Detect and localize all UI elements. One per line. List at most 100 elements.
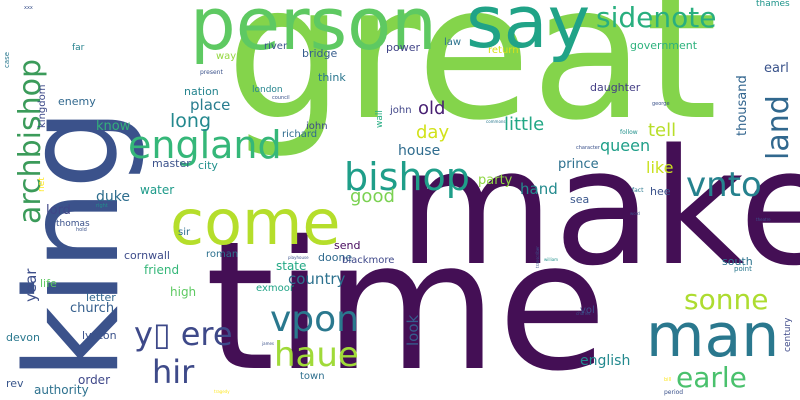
word-town: town xyxy=(300,371,325,382)
word-country: country xyxy=(288,270,346,288)
word-haue: haue xyxy=(274,335,359,375)
word-william: william xyxy=(544,257,559,262)
word-great: great xyxy=(226,0,718,161)
word-george: george xyxy=(652,101,670,107)
word-character: character xyxy=(576,145,600,151)
word-sidenote: sidenote xyxy=(596,1,717,34)
word-church: church xyxy=(70,301,115,316)
word-man: man xyxy=(646,301,780,371)
word-make: make xyxy=(398,114,800,301)
word-xxx: xxx xyxy=(24,5,33,11)
word-james: james xyxy=(262,341,275,346)
word-blackmore: blackmore xyxy=(342,255,395,266)
word-water: water xyxy=(140,183,175,197)
word-order: order xyxy=(78,373,110,387)
word-state: state xyxy=(276,259,307,273)
word-wall: wall xyxy=(375,110,385,128)
word-time: time xyxy=(205,203,608,400)
word-person: person xyxy=(190,0,437,66)
word-vol: vol xyxy=(580,305,595,316)
word-right: right xyxy=(96,203,108,209)
word-old: old xyxy=(418,98,446,119)
word-government: government xyxy=(630,39,698,52)
word-hold: hold xyxy=(76,227,87,233)
word-good: good xyxy=(350,186,395,207)
word-nation: nation xyxy=(184,85,219,98)
word-hir: hir xyxy=(152,353,195,391)
word-kingdom: kingdom xyxy=(37,84,48,128)
word-high: high xyxy=(170,285,197,299)
word-commons: commons xyxy=(486,119,506,124)
word-say: say xyxy=(466,0,591,64)
word-london: london xyxy=(252,85,283,95)
word-return: return xyxy=(488,45,519,56)
word-tragedy: tragedy xyxy=(214,389,230,394)
word-power: power xyxy=(386,41,420,54)
word-letter: letter xyxy=(86,291,116,304)
word-think: think xyxy=(318,71,346,84)
word-iohn: iohn xyxy=(306,121,328,132)
word-bishop: bishop xyxy=(344,155,470,199)
word-fact: fact xyxy=(632,187,644,194)
word-far: far xyxy=(72,43,85,53)
word-thousand: thousand xyxy=(735,75,750,136)
word-doone: doone xyxy=(318,251,353,264)
word-friend: friend xyxy=(144,263,180,277)
word-bridge: bridge xyxy=(302,47,338,60)
word-send: send xyxy=(334,239,361,252)
word-england: england xyxy=(128,123,282,167)
word-lord: lord xyxy=(46,203,71,218)
word-south: south xyxy=(722,255,753,268)
word-look: look xyxy=(404,314,422,346)
word-council: council xyxy=(272,95,290,101)
word-like: like xyxy=(646,158,674,177)
word-life: life xyxy=(40,277,57,290)
word-theatre: theatre xyxy=(756,217,771,222)
word-transcriber: transcriber xyxy=(535,246,540,268)
word-john: john xyxy=(390,105,412,116)
word-lynton: lynton xyxy=(82,329,117,342)
word-master: master xyxy=(152,157,191,170)
word-vpon: vpon xyxy=(270,299,359,340)
word-charles: charles xyxy=(576,311,591,316)
word-rev: rev xyxy=(6,377,24,390)
word-day: day xyxy=(416,122,450,143)
word-present: present xyxy=(200,69,223,76)
word-tell: tell xyxy=(648,120,677,141)
word-law: law xyxy=(444,37,462,48)
word-hee: hee xyxy=(650,185,671,198)
word-prince: prince xyxy=(558,157,599,172)
word-know: know xyxy=(96,119,131,134)
word-party: party xyxy=(478,173,513,188)
word-earle: earle xyxy=(676,361,747,394)
word-duke: duke xyxy=(96,189,130,205)
word-cornwall: cornwall xyxy=(124,249,170,262)
word-sea: sea xyxy=(570,193,590,206)
word-year: year xyxy=(22,268,40,302)
word-devon: devon xyxy=(6,331,40,344)
word-come: come xyxy=(170,186,341,259)
word-daughter: daughter xyxy=(590,81,641,94)
word-queen: queen xyxy=(600,136,651,155)
word-enemy: enemy xyxy=(58,95,96,108)
word-century: century xyxy=(783,317,793,352)
word-vnto: vnto xyxy=(686,165,762,205)
word-roman: roman xyxy=(206,249,239,260)
word-river: river xyxy=(264,41,288,52)
word-city: city xyxy=(198,159,218,172)
word-authority: authority xyxy=(34,383,89,397)
word-earl: earl xyxy=(764,61,789,76)
word-word: word xyxy=(630,211,640,216)
word-little: little xyxy=(504,114,545,135)
word-thomas: thomas xyxy=(56,219,90,229)
word-richard: richard xyxy=(282,129,318,140)
word-hand: hand xyxy=(520,180,558,198)
word-land: land xyxy=(761,95,796,160)
word-point: point xyxy=(734,265,752,273)
word-period: period xyxy=(664,389,684,396)
word-place: place xyxy=(190,96,231,114)
word-follow: follow xyxy=(620,129,638,136)
word-long: long xyxy=(170,110,212,132)
word-case: case xyxy=(3,51,11,68)
